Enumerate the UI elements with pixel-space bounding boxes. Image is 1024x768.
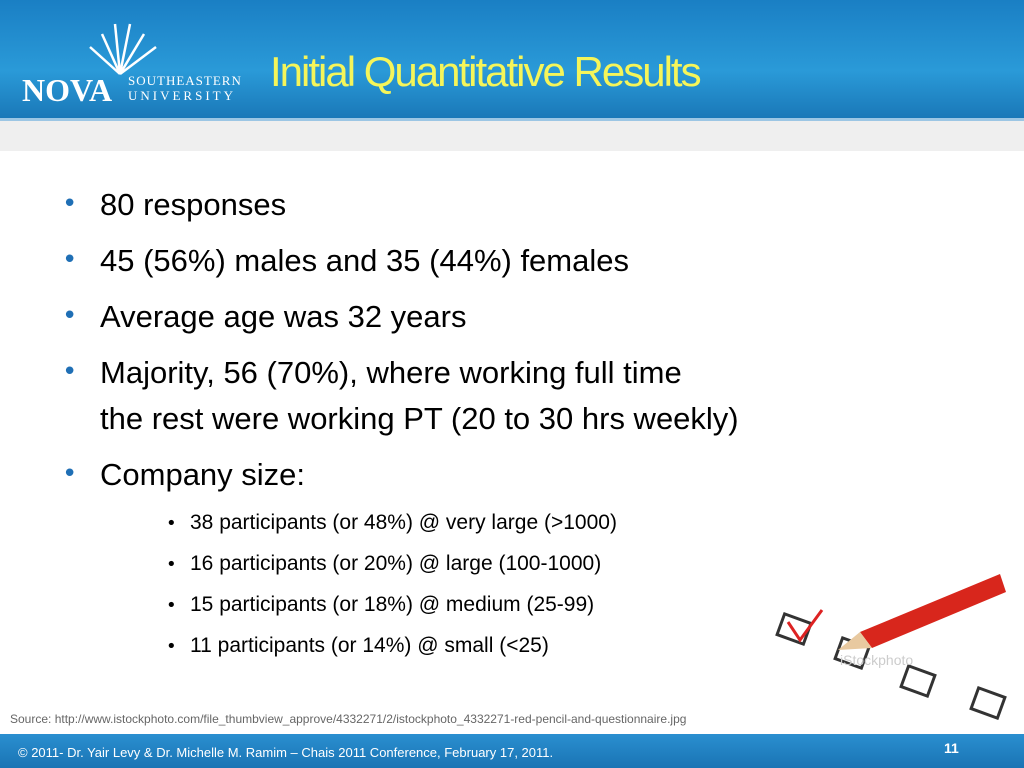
slide-title: Initial Quantitative Results [270, 48, 702, 95]
source-note: Source: http://www.istockphoto.com/file_… [10, 712, 687, 726]
pencil-tip [838, 632, 872, 650]
logo-main: NOVA [22, 72, 113, 108]
sub-bullet-text: 38 participants (or 48%) @ very large (>… [190, 511, 617, 534]
pencil-body [860, 574, 1006, 648]
bullet-text: Majority, 56 (70%), where working full t… [100, 355, 682, 390]
bullet-text: 45 (56%) males and 35 (44%) females [100, 243, 629, 278]
watermark: iStockphoto [840, 652, 913, 668]
bullet-marker: • [62, 459, 78, 489]
sub-bullet-marker: • [166, 636, 177, 657]
bullet-text: Average age was 32 years [100, 299, 467, 334]
sub-bullet-marker: • [166, 595, 177, 616]
logo-graphic [89, 23, 157, 75]
logo-sub: UNIVERSITY [128, 88, 236, 103]
sub-bullet-text: 15 participants (or 18%) @ medium (25-99… [190, 593, 595, 616]
bullet-marker: • [62, 189, 78, 219]
sub-bullet-text: 16 participants (or 20%) @ large (100-10… [190, 552, 602, 575]
footer-text: © 2011- Dr. Yair Levy & Dr. Michelle M. … [18, 745, 554, 760]
logo-sub: SOUTHEASTERN [128, 73, 242, 88]
bullet-text: 80 responses [100, 187, 287, 222]
bullet-marker: • [62, 301, 78, 331]
logo-sunburst [89, 23, 157, 75]
sub-bullet-marker: • [166, 554, 177, 575]
footer-band [0, 734, 1024, 768]
bullet-marker: • [62, 357, 78, 387]
sub-bullet-text: 11 participants (or 14%) @ small (<25) [190, 634, 549, 657]
bullet-text: the rest were working PT (20 to 30 hrs w… [100, 401, 739, 436]
header-band [0, 0, 1024, 118]
gray-band [0, 121, 1024, 151]
sub-bullet-marker: • [166, 513, 177, 534]
page-number: 11 [944, 740, 959, 756]
check-mark [786, 609, 824, 643]
pencil-image: iStockphoto [775, 574, 1007, 720]
bullet-marker: • [62, 245, 78, 275]
bullet-text: Company size: [100, 457, 306, 492]
header-rule [0, 118, 1024, 121]
